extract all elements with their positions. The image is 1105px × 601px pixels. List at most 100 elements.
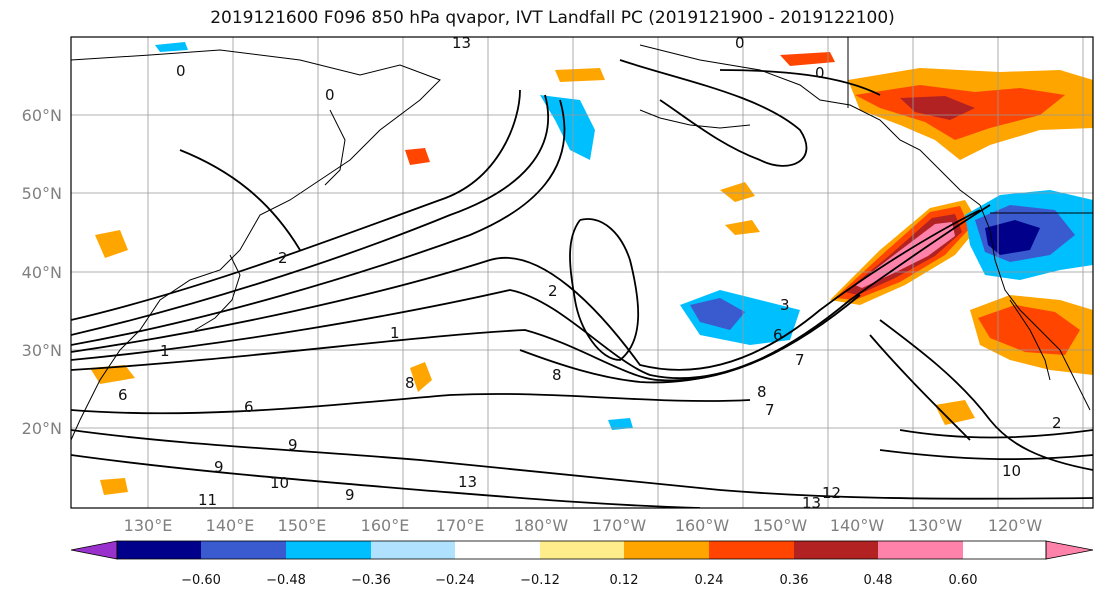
colorbar-cell	[117, 541, 201, 559]
shade-mexico-red	[978, 305, 1080, 355]
lon-tick-label: 180°W	[514, 516, 569, 535]
shade-small-lightblue-2	[608, 418, 633, 430]
contour-8	[569, 218, 640, 361]
contour-label: 10	[270, 474, 289, 492]
lon-tick-label: 170°E	[436, 516, 485, 535]
contour-2	[71, 94, 550, 336]
shade-small-red-2	[780, 52, 835, 66]
lat-tick-label: 50°N	[22, 184, 62, 203]
lon-tick-label: 160°E	[361, 516, 410, 535]
contour-11	[71, 454, 701, 508]
colorbar-tick-label: −0.12	[520, 573, 560, 588]
colorbar-cell	[540, 541, 624, 559]
contour-5	[71, 204, 991, 380]
colorbar-tick-label: 0.12	[610, 573, 639, 588]
contour-label: 9	[288, 436, 298, 454]
colorbar-tick-label: 0.48	[864, 573, 893, 588]
colorbar-tick-label: 0.24	[695, 573, 724, 588]
colorbar-arrow-left	[70, 540, 118, 560]
contour-label: 1	[160, 342, 170, 360]
shade-small-orange-8	[555, 68, 605, 82]
shade-small-lightblue-1	[155, 42, 188, 52]
lon-ticks: 130°E 140°E 150°E 160°E 170°E 180°W 170°…	[124, 516, 1043, 535]
colorbar-tick-labels: −0.60 −0.48 −0.36 −0.24 −0.12 0.12 0.24 …	[181, 573, 977, 588]
contour-7	[519, 349, 781, 384]
contour-label: 11	[198, 491, 217, 509]
contour-label: 9	[345, 486, 355, 504]
contour-label: 0	[815, 64, 825, 82]
contour-label: 9	[214, 458, 224, 476]
contour-label: 6	[118, 386, 128, 404]
colorbar-tick-label: −0.48	[266, 573, 306, 588]
colorbar-cell	[709, 541, 794, 559]
contour-label: 10	[1002, 462, 1021, 480]
contour-label: 0	[325, 86, 335, 104]
lat-ticks: 20°N 30°N 40°N 50°N 60°N	[22, 106, 62, 438]
lon-tick-label: 150°W	[753, 516, 808, 535]
colorbar-cell	[455, 541, 540, 559]
contour-label: 12	[822, 484, 841, 502]
contour-label: 6	[244, 398, 254, 416]
lon-tick-label: 120°W	[988, 516, 1043, 535]
coast-na-west	[979, 204, 1091, 411]
lon-tick-label: 150°E	[278, 516, 327, 535]
shade-small-orange-4	[95, 230, 128, 258]
contour-16	[879, 319, 1093, 471]
colorbar-tick-label: 0.36	[780, 573, 809, 588]
contour-label: 3	[780, 296, 790, 314]
coastlines	[71, 37, 1093, 441]
shade-small-red-1	[405, 148, 430, 165]
colorbar-frame	[116, 540, 1047, 560]
lat-tick-label: 20°N	[22, 419, 62, 438]
contour-label: 8	[405, 374, 415, 392]
colorbar-cell	[371, 541, 455, 559]
contour-label: 1	[390, 324, 400, 342]
contour-1	[71, 89, 521, 321]
lon-tick-label: 130°E	[124, 516, 173, 535]
shade-small-orange-3	[410, 362, 432, 392]
lon-tick-label: 140°E	[206, 516, 255, 535]
colorbar-arrow-right	[1045, 540, 1094, 560]
colorbar: −0.60 −0.48 −0.36 −0.24 −0.12 0.12 0.24 …	[70, 540, 1094, 588]
contour-9	[71, 393, 751, 415]
shade-subtrop-blue	[690, 298, 745, 330]
lat-tick-label: 40°N	[22, 263, 62, 282]
colorbar-cell	[201, 541, 286, 559]
colorbar-tick-label: 0.60	[949, 573, 978, 588]
coast-baja	[1009, 299, 1051, 381]
coast-kamchatka	[324, 109, 346, 186]
contours	[71, 59, 1093, 508]
contour-10	[71, 429, 1093, 500]
contour-label: 7	[795, 351, 805, 369]
contour-labels: 0 13 0 0 0 2 1 1 2 6 9 9 10 8 9 11 13 8 …	[118, 34, 1062, 512]
colorbar-cell	[624, 541, 709, 559]
contour-13	[879, 449, 1093, 461]
shade-small-orange-5	[90, 365, 135, 384]
contour-label: 0	[735, 34, 745, 52]
map-title: 2019121600 F096 850 hPa qvapor, IVT Land…	[210, 8, 895, 28]
colorbar-tick-label: −0.24	[435, 573, 475, 588]
contour-label: 8	[757, 383, 767, 401]
contour-label: 7	[765, 401, 775, 419]
lat-tick-label: 60°N	[22, 106, 62, 125]
colorbar-cell	[963, 541, 1046, 559]
contour-label: 13	[458, 473, 477, 491]
contour-15	[719, 69, 881, 96]
lon-tick-label: 140°W	[830, 516, 885, 535]
coast-alaska	[639, 44, 981, 206]
shade-small-orange-6	[100, 478, 128, 495]
coast-japan	[194, 254, 241, 331]
colorbar-cell	[286, 541, 371, 559]
contour-label: 0	[176, 62, 186, 80]
colorbar-tick-label: −0.36	[351, 573, 391, 588]
shade-small-orange-2	[725, 220, 760, 235]
contour-label: 6	[773, 326, 783, 344]
shade-small-orange-1	[720, 182, 755, 202]
colorbar-tick-label: −0.60	[181, 573, 221, 588]
border-canada	[847, 37, 1093, 214]
contour-17	[869, 334, 971, 441]
gridlines	[71, 37, 1093, 508]
lat-tick-label: 30°N	[22, 341, 62, 360]
contour-label: 13	[802, 494, 821, 512]
